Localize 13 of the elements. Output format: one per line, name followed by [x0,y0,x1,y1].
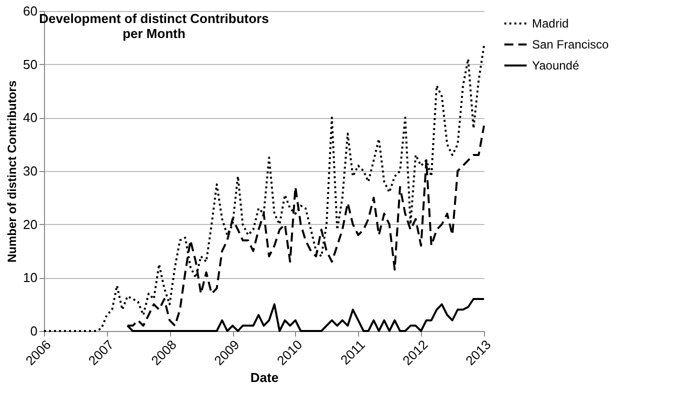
y-axis-title: Number of distinct Contributors [5,80,20,262]
y-tick-label: 40 [23,110,38,126]
y-tick-label: 30 [23,164,38,178]
y-tick-label: 60 [23,4,38,18]
y-tick-label: 0 [30,324,38,338]
legend-label: Yaoundé [532,58,580,72]
legend-label: San Francisco [532,38,610,52]
y-tick-label: 10 [23,270,38,286]
text: Development of distinct Contributors per Month [39,11,269,41]
legend-label: Madrid [532,16,569,30]
x-axis-title: Date [250,370,279,386]
y-tick-label: 50 [23,56,38,72]
y-tick-label: 20 [23,216,38,232]
